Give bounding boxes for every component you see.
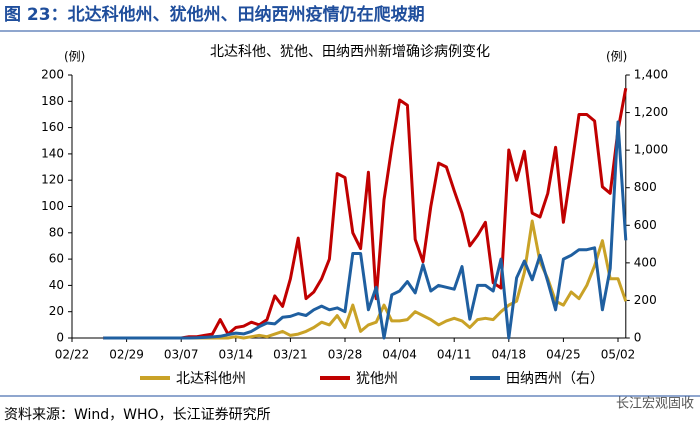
y-tick-label: 20 bbox=[49, 304, 64, 318]
y-tick-label: 200 bbox=[41, 68, 64, 82]
legend-label: 犹他州 bbox=[356, 371, 398, 387]
y-tick-label: 100 bbox=[41, 199, 64, 213]
x-tick-label: 05/02 bbox=[601, 348, 636, 362]
legend-label: 田纳西州（右） bbox=[506, 371, 604, 387]
x-tick-label: 04/11 bbox=[437, 348, 472, 362]
figure-title: 图 23：北达科他州、犹他州、田纳西州疫情仍在爬坡期 bbox=[4, 4, 425, 25]
x-tick-label: 04/18 bbox=[492, 348, 527, 362]
y-axis-label: (例) bbox=[64, 50, 85, 64]
legend-label: 北达科他州 bbox=[176, 371, 246, 387]
y-tick-label: 160 bbox=[41, 120, 64, 134]
x-tick-label: 03/21 bbox=[273, 348, 308, 362]
x-tick-label: 04/25 bbox=[546, 348, 581, 362]
y2-tick-label: 0 bbox=[634, 331, 642, 345]
y-tick-label: 80 bbox=[49, 225, 64, 239]
y-tick-label: 0 bbox=[56, 331, 64, 345]
x-tick-label: 03/07 bbox=[164, 348, 199, 362]
x-tick-label: 03/14 bbox=[219, 348, 254, 362]
y2-tick-label: 1,200 bbox=[634, 105, 668, 119]
series-line bbox=[103, 120, 628, 340]
series-line bbox=[103, 87, 628, 340]
y-tick-label: 140 bbox=[41, 146, 64, 160]
y2-tick-label: 400 bbox=[634, 255, 657, 269]
y-tick-label: 120 bbox=[41, 173, 64, 187]
y-tick-label: 60 bbox=[49, 252, 64, 266]
y-tick-label: 40 bbox=[49, 278, 64, 292]
y-tick-label: 180 bbox=[41, 94, 64, 108]
x-tick-label: 02/29 bbox=[109, 348, 144, 362]
source: 资料来源：Wind，WHO，长江证券研究所 bbox=[4, 407, 271, 423]
y2-tick-label: 800 bbox=[634, 180, 657, 194]
x-tick-label: 04/04 bbox=[382, 348, 417, 362]
y2-tick-label: 200 bbox=[634, 293, 657, 307]
y2-tick-label: 1,000 bbox=[634, 143, 668, 157]
watermark: 长江宏观固收 bbox=[616, 397, 694, 412]
chart-title: 北达科他、犹他、田纳西州新增确诊病例变化 bbox=[210, 44, 490, 60]
y2-tick-label: 1,400 bbox=[634, 68, 668, 82]
x-tick-label: 03/28 bbox=[328, 348, 363, 362]
y2-tick-label: 600 bbox=[634, 218, 657, 232]
y2-axis-label: (例) bbox=[606, 50, 627, 64]
x-tick-label: 02/22 bbox=[55, 348, 90, 362]
